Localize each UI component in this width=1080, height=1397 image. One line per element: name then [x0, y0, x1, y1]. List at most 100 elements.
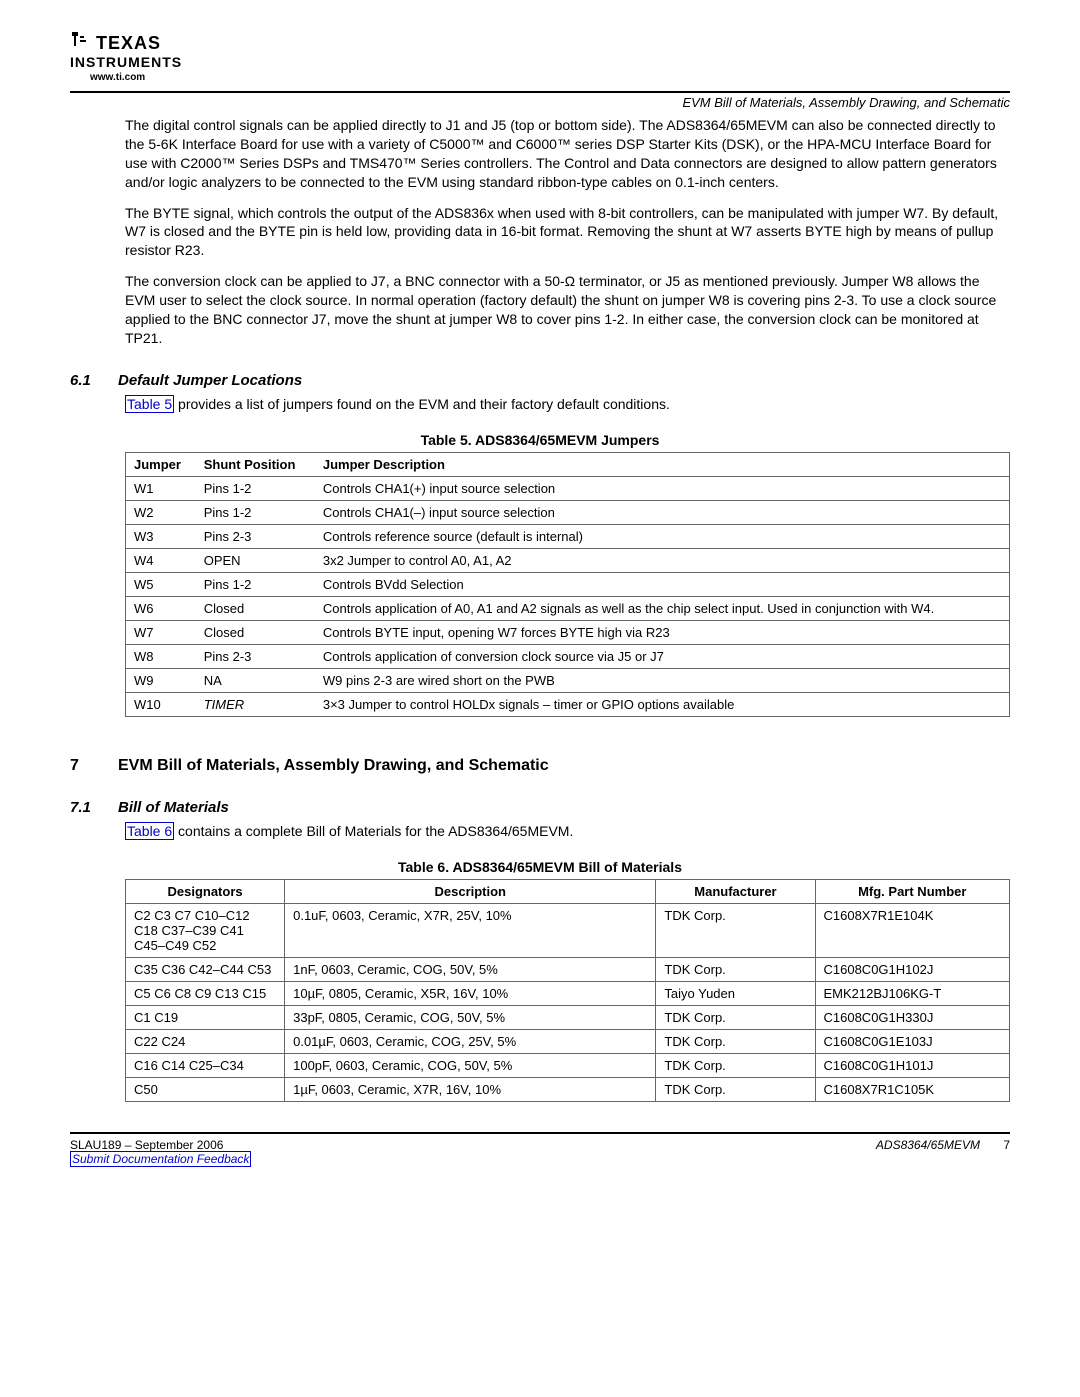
- table-cell: Controls CHA1(+) input source selection: [315, 476, 1010, 500]
- table-cell: Pins 1-2: [196, 500, 315, 524]
- table-cell: Controls BYTE input, opening W7 forces B…: [315, 620, 1010, 644]
- table-cell: Controls reference source (default is in…: [315, 524, 1010, 548]
- table5-link[interactable]: Table 5: [125, 395, 174, 413]
- table-row: W10TIMER3×3 Jumper to control HOLDx sign…: [126, 692, 1010, 716]
- table-cell: Pins 2-3: [196, 644, 315, 668]
- table-cell: C1608X7R1C105K: [815, 1077, 1010, 1101]
- table-cell: W9 pins 2-3 are wired short on the PWB: [315, 668, 1010, 692]
- table-cell: W4: [126, 548, 196, 572]
- table-cell: 3x2 Jumper to control A0, A1, A2: [315, 548, 1010, 572]
- table-header: Jumper Description: [315, 452, 1010, 476]
- table-cell: NA: [196, 668, 315, 692]
- table-cell: W7: [126, 620, 196, 644]
- table-cell: Controls application of A0, A1 and A2 si…: [315, 596, 1010, 620]
- sec61-text-post: provides a list of jumpers found on the …: [174, 396, 670, 412]
- section-title: Default Jumper Locations: [118, 372, 302, 389]
- table-header: Description: [285, 879, 656, 903]
- table-cell: TDK Corp.: [656, 1053, 815, 1077]
- table5-caption: Table 5. ADS8364/65MEVM Jumpers: [70, 432, 1010, 448]
- logo-text-instruments: INSTRUMENTS: [70, 54, 182, 70]
- table-row: W1Pins 1-2Controls CHA1(+) input source …: [126, 476, 1010, 500]
- logo-text-texas: TEXAS: [96, 33, 161, 54]
- table-cell: 1nF, 0603, Ceramic, COG, 50V, 5%: [285, 957, 656, 981]
- section-number: 6.1: [70, 372, 100, 389]
- table-cell: C1608C0G1H102J: [815, 957, 1010, 981]
- table-cell: C2 C3 C7 C10–C12 C18 C37–C39 C41 C45–C49…: [126, 903, 285, 957]
- footer-left: SLAU189 – September 2006: [70, 1138, 223, 1152]
- ti-logo: TEXAS INSTRUMENTS www.ti.com: [70, 30, 182, 83]
- footer-page-number: 7: [1003, 1138, 1010, 1152]
- table-cell: W10: [126, 692, 196, 716]
- table-cell: Pins 1-2: [196, 572, 315, 596]
- feedback-link[interactable]: Submit Documentation Feedback: [70, 1151, 251, 1167]
- section-number: 7.1: [70, 799, 100, 816]
- table-header: Manufacturer: [656, 879, 815, 903]
- table-row: W2Pins 1-2Controls CHA1(–) input source …: [126, 500, 1010, 524]
- section-title-bar: EVM Bill of Materials, Assembly Drawing,…: [70, 91, 1010, 110]
- table-cell: 33pF, 0805, Ceramic, COG, 50V, 5%: [285, 1005, 656, 1029]
- sec61-text: Table 5 provides a list of jumpers found…: [125, 395, 1010, 414]
- table-row: W7ClosedControls BYTE input, opening W7 …: [126, 620, 1010, 644]
- table-cell: C1 C19: [126, 1005, 285, 1029]
- table-cell: C1608X7R1E104K: [815, 903, 1010, 957]
- table-cell: OPEN: [196, 548, 315, 572]
- table-cell: C5 C6 C8 C9 C13 C15: [126, 981, 285, 1005]
- table-cell: C16 C14 C25–C34: [126, 1053, 285, 1077]
- para-2: The BYTE signal, which controls the outp…: [125, 204, 1010, 261]
- table-cell: W6: [126, 596, 196, 620]
- sec71-text-post: contains a complete Bill of Materials fo…: [174, 823, 573, 839]
- table-cell: 0.1uF, 0603, Ceramic, X7R, 25V, 10%: [285, 903, 656, 957]
- table-row: C501µF, 0603, Ceramic, X7R, 16V, 10%TDK …: [126, 1077, 1010, 1101]
- table-row: W5Pins 1-2Controls BVdd Selection: [126, 572, 1010, 596]
- footer-doc-title: ADS8364/65MEVM: [876, 1138, 980, 1152]
- table-cell: TDK Corp.: [656, 957, 815, 981]
- table-cell: Closed: [196, 596, 315, 620]
- table-row: C5 C6 C8 C9 C13 C1510µF, 0805, Ceramic, …: [126, 981, 1010, 1005]
- ti-logo-icon: [70, 30, 92, 56]
- table-cell: C1608C0G1H101J: [815, 1053, 1010, 1077]
- table-cell: 100pF, 0603, Ceramic, COG, 50V, 5%: [285, 1053, 656, 1077]
- table-cell: Controls BVdd Selection: [315, 572, 1010, 596]
- table-header: Designators: [126, 879, 285, 903]
- table-cell: TDK Corp.: [656, 903, 815, 957]
- table-row: C1 C1933pF, 0805, Ceramic, COG, 50V, 5%T…: [126, 1005, 1010, 1029]
- table6-link[interactable]: Table 6: [125, 822, 174, 840]
- table-cell: W2: [126, 500, 196, 524]
- section-title: Bill of Materials: [118, 799, 229, 816]
- feedback-link-row: Submit Documentation Feedback: [70, 1152, 1010, 1166]
- table-cell: C50: [126, 1077, 285, 1101]
- table-cell: 0.01µF, 0603, Ceramic, COG, 25V, 5%: [285, 1029, 656, 1053]
- table-row: W6ClosedControls application of A0, A1 a…: [126, 596, 1010, 620]
- section-number: 7: [70, 757, 100, 775]
- table-cell: W5: [126, 572, 196, 596]
- logo-url: www.ti.com: [90, 72, 145, 83]
- section-title: EVM Bill of Materials, Assembly Drawing,…: [118, 757, 549, 775]
- table-header: Mfg. Part Number: [815, 879, 1010, 903]
- table6-caption: Table 6. ADS8364/65MEVM Bill of Material…: [70, 859, 1010, 875]
- table-cell: W9: [126, 668, 196, 692]
- table-cell: W1: [126, 476, 196, 500]
- table-cell: 10µF, 0805, Ceramic, X5R, 16V, 10%: [285, 981, 656, 1005]
- para-1: The digital control signals can be appli…: [125, 116, 1010, 192]
- table-cell: C22 C24: [126, 1029, 285, 1053]
- table-row: W9NAW9 pins 2-3 are wired short on the P…: [126, 668, 1010, 692]
- table-6: DesignatorsDescriptionManufacturerMfg. P…: [125, 879, 1010, 1102]
- table-row: C16 C14 C25–C34100pF, 0603, Ceramic, COG…: [126, 1053, 1010, 1077]
- table-cell: W8: [126, 644, 196, 668]
- table-row: W4OPEN3x2 Jumper to control A0, A1, A2: [126, 548, 1010, 572]
- table-cell: C1608C0G1H330J: [815, 1005, 1010, 1029]
- table-cell: Pins 2-3: [196, 524, 315, 548]
- table-cell: Closed: [196, 620, 315, 644]
- sec71-text: Table 6 contains a complete Bill of Mate…: [125, 822, 1010, 841]
- table-row: W8Pins 2-3Controls application of conver…: [126, 644, 1010, 668]
- table-cell: 3×3 Jumper to control HOLDx signals – ti…: [315, 692, 1010, 716]
- section-7-heading: 7 EVM Bill of Materials, Assembly Drawin…: [70, 757, 1010, 775]
- table-cell: 1µF, 0603, Ceramic, X7R, 16V, 10%: [285, 1077, 656, 1101]
- table-row: C22 C240.01µF, 0603, Ceramic, COG, 25V, …: [126, 1029, 1010, 1053]
- table-header: Jumper: [126, 452, 196, 476]
- para-3: The conversion clock can be applied to J…: [125, 272, 1010, 348]
- table-cell: TDK Corp.: [656, 1077, 815, 1101]
- table-cell: Controls CHA1(–) input source selection: [315, 500, 1010, 524]
- table-header: Shunt Position: [196, 452, 315, 476]
- table-row: W3Pins 2-3Controls reference source (def…: [126, 524, 1010, 548]
